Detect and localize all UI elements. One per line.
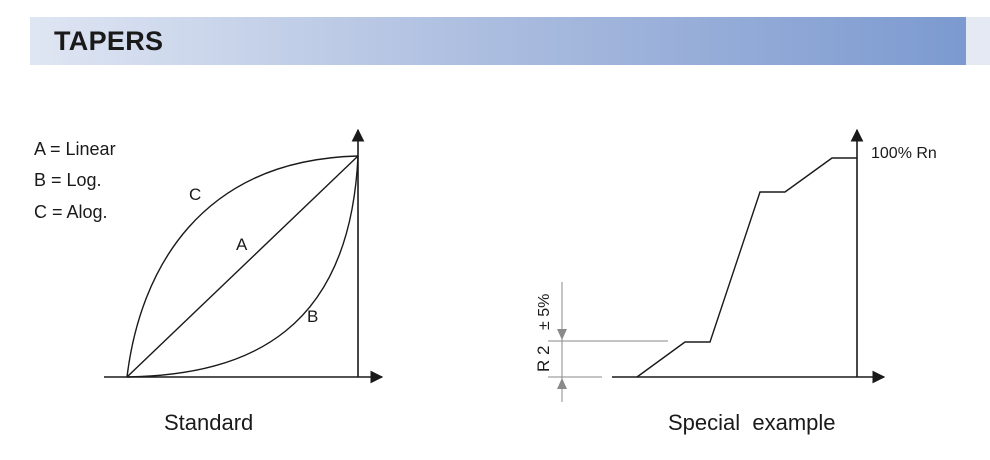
tolerance-label: ± 5% [536,294,553,330]
top-label-100-rn: 100% Rn [871,145,937,162]
special-chart: R 2 ± 5% 100% Rn Special example [534,128,937,435]
curve-label-c: C [189,185,201,204]
curve-label-a: A [236,235,248,254]
special-caption: Special example [668,410,836,435]
standard-caption: Standard [164,410,253,435]
page-title: TAPERS [54,26,164,56]
curve-linear [126,155,359,378]
curve-log [126,155,359,378]
header-end-cap [966,17,990,65]
curve-alog [126,155,359,378]
legend-alog: C = Alog. [34,202,108,222]
legend-linear: A = Linear [34,139,116,159]
r2-label: R 2 [534,346,553,372]
standard-chart: A = Linear B = Log. C = Alog. A B C Stan… [34,128,384,435]
header-bar: TAPERS [30,17,990,65]
legend-log: B = Log. [34,170,102,190]
special-taper-curve [636,157,857,378]
r2-arrow-down-icon [557,329,567,340]
curve-label-b: B [307,307,318,326]
r2-arrow-up-icon [557,378,567,389]
